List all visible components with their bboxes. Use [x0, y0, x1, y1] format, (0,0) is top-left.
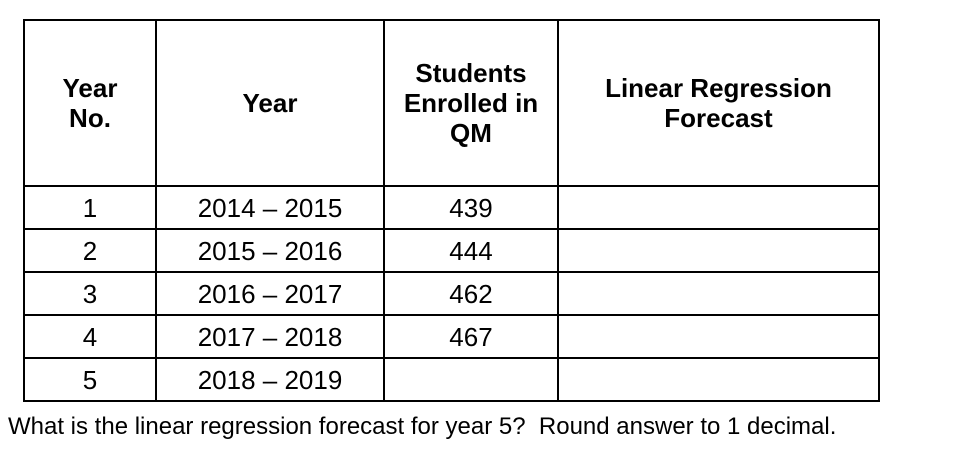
header-year: Year — [155, 19, 385, 187]
cell-students-enrolled — [383, 357, 559, 402]
cell-year: 2017 – 2018 — [155, 314, 385, 359]
table-header-row: Year No. Year Students Enrolled in QM Li… — [23, 19, 880, 187]
table-row: 1 2014 – 2015 439 — [23, 185, 880, 230]
cell-students-enrolled: 462 — [383, 271, 559, 316]
cell-students-enrolled: 467 — [383, 314, 559, 359]
question-text: What is the linear regression forecast f… — [8, 413, 837, 440]
header-linear-regression-forecast: Linear Regression Forecast — [557, 19, 880, 187]
cell-students-enrolled: 439 — [383, 185, 559, 230]
enrollment-table: Year No. Year Students Enrolled in QM Li… — [23, 19, 880, 402]
cell-year-no: 4 — [23, 314, 157, 359]
cell-forecast — [557, 357, 880, 402]
cell-year: 2016 – 2017 — [155, 271, 385, 316]
cell-year-no: 5 — [23, 357, 157, 402]
header-students-enrolled-qm: Students Enrolled in QM — [383, 19, 559, 187]
cell-year-no: 3 — [23, 271, 157, 316]
cell-year: 2015 – 2016 — [155, 228, 385, 273]
cell-year-no: 2 — [23, 228, 157, 273]
table-row: 2 2015 – 2016 444 — [23, 228, 880, 273]
cell-forecast — [557, 185, 880, 230]
table-row: 3 2016 – 2017 462 — [23, 271, 880, 316]
table-row: 5 2018 – 2019 — [23, 357, 880, 402]
cell-forecast — [557, 314, 880, 359]
cell-year: 2014 – 2015 — [155, 185, 385, 230]
cell-year-no: 1 — [23, 185, 157, 230]
cell-forecast — [557, 271, 880, 316]
cell-forecast — [557, 228, 880, 273]
cell-students-enrolled: 444 — [383, 228, 559, 273]
header-year-no: Year No. — [23, 19, 157, 187]
cell-year: 2018 – 2019 — [155, 357, 385, 402]
table-row: 4 2017 – 2018 467 — [23, 314, 880, 359]
